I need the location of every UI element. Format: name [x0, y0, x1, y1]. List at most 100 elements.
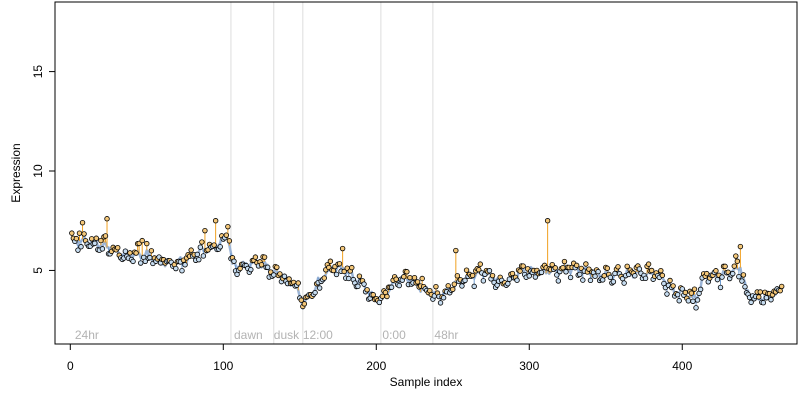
data-point [561, 258, 568, 265]
data-point [544, 218, 551, 224]
data-point [476, 267, 482, 273]
y-tick-label: 5 [31, 267, 45, 274]
data-point [69, 230, 75, 236]
data-point [258, 262, 265, 268]
data-point [75, 247, 81, 253]
data-point [694, 297, 701, 303]
x-tick-label: 400 [672, 359, 692, 373]
data-point [450, 286, 456, 293]
phase-label: 48hr [434, 328, 458, 342]
data-point [78, 244, 84, 250]
data-point [99, 246, 106, 252]
data-point [471, 283, 477, 290]
data-point [453, 247, 459, 254]
data-point [144, 240, 150, 247]
data-point [658, 267, 664, 274]
data-point [742, 284, 748, 290]
x-tick-label: 100 [213, 359, 233, 373]
data-point [98, 237, 104, 244]
data-point [301, 301, 308, 307]
data-point [271, 272, 277, 278]
phase-labels: 24hr dawn dusk 12:00 0:00 48hr [75, 328, 459, 342]
data-point [463, 267, 470, 273]
data-point [560, 265, 566, 271]
data-point [664, 291, 670, 297]
data-point [437, 300, 444, 306]
data-point [595, 268, 601, 275]
data-point [407, 274, 413, 281]
data-point [356, 273, 363, 279]
data-point [231, 258, 237, 264]
data-point [355, 283, 361, 290]
y-axis-title: Expression [9, 143, 23, 202]
data-point [679, 286, 685, 292]
data-point [592, 273, 598, 279]
data-point [580, 277, 586, 283]
data-point [384, 293, 390, 300]
data-point [433, 283, 439, 290]
data-point [760, 300, 767, 306]
data-point [404, 269, 410, 275]
data-point [538, 269, 545, 276]
data-point [659, 272, 666, 279]
data-point [693, 305, 699, 311]
data-point [648, 267, 655, 274]
data-point [480, 278, 487, 284]
data-point [505, 280, 511, 287]
data-point [194, 251, 200, 258]
y-axis: 5 10 15 [31, 65, 56, 274]
data-point [73, 235, 80, 242]
data-point [469, 272, 476, 279]
data-point [133, 250, 139, 256]
data-point [295, 280, 301, 286]
data-point [451, 281, 458, 287]
data-point [757, 289, 763, 295]
data-point [401, 274, 407, 280]
data-point [316, 285, 323, 291]
data-point [739, 278, 745, 284]
data-point [217, 244, 223, 250]
data-point [252, 254, 259, 260]
data-points [69, 216, 785, 311]
data-point [127, 250, 133, 256]
data-point [321, 275, 327, 281]
data-point [459, 283, 465, 289]
data-point [714, 276, 721, 283]
data-point [477, 261, 484, 267]
data-point [364, 287, 370, 293]
data-point [645, 261, 652, 267]
data-point [200, 253, 207, 259]
data-point [261, 254, 268, 260]
data-point [717, 284, 724, 291]
data-point [336, 261, 343, 267]
data-point [615, 264, 621, 270]
data-point [248, 266, 254, 273]
phase-label: dawn [234, 328, 263, 342]
data-point [697, 286, 704, 293]
data-point [737, 243, 744, 250]
data-point [554, 272, 560, 278]
data-point [93, 235, 100, 241]
x-tick-label: 0 [67, 359, 74, 373]
data-point [396, 282, 402, 289]
data-point [274, 264, 280, 270]
data-point [587, 277, 594, 284]
phase-label: 12:00 [303, 328, 333, 342]
y-tick-label: 15 [31, 65, 45, 79]
data-point [211, 242, 217, 248]
data-point [197, 244, 204, 250]
data-point [612, 270, 618, 277]
data-point [730, 270, 736, 277]
data-point [632, 273, 638, 279]
data-point [532, 274, 539, 280]
data-point [122, 248, 129, 254]
data-point [264, 264, 271, 270]
phase-boundary-lines [230, 2, 434, 344]
data-point [520, 263, 526, 269]
data-point [102, 233, 109, 239]
data-point [196, 256, 202, 263]
data-point [670, 283, 676, 289]
data-point [526, 273, 532, 279]
data-point [682, 289, 689, 296]
